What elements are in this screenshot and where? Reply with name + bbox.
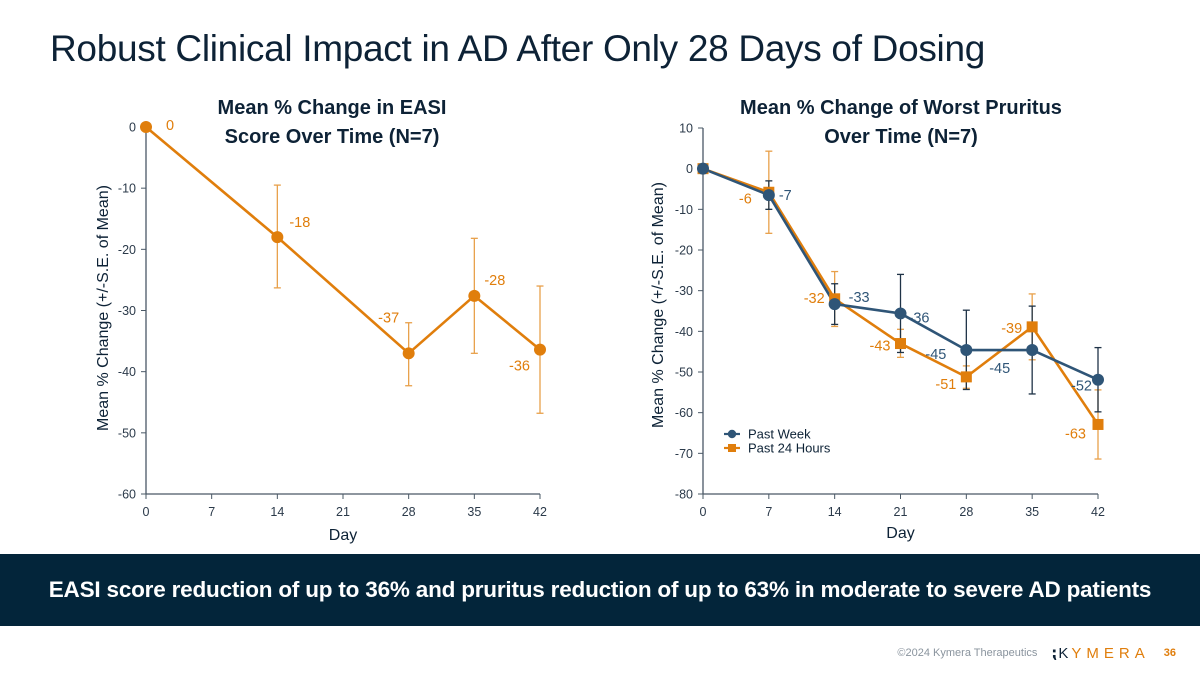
x-tick-label: 7: [208, 505, 215, 519]
data-label: -51: [935, 377, 956, 393]
y-tick-label: -60: [118, 488, 136, 502]
y-axis-label: Mean % Change (+/-S.E. of Mean): [650, 182, 667, 428]
footer: ©2024 Kymera Therapeutics ⁏ K YMERA 36: [897, 644, 1176, 663]
data-point-circle: [271, 231, 284, 244]
x-tick-label: 35: [1025, 505, 1039, 519]
data-label: -7: [779, 188, 792, 204]
data-label: -63: [1065, 426, 1086, 442]
x-tick-label: 42: [1091, 505, 1105, 519]
chart-title-line: Over Time (N=7): [824, 126, 978, 148]
data-point-circle: [697, 162, 709, 175]
x-tick-label: 0: [700, 505, 707, 519]
logo-mark-icon: ⁏: [1051, 645, 1058, 662]
data-label: -52: [1071, 379, 1092, 395]
data-point-circle: [1092, 373, 1104, 386]
y-tick-label: -10: [675, 203, 693, 217]
y-tick-label: -20: [118, 243, 136, 257]
data-label: -39: [1001, 321, 1022, 337]
data-label: -36: [909, 310, 930, 326]
x-tick-label: 7: [765, 505, 772, 519]
data-label: -6: [739, 191, 752, 207]
data-point-circle: [762, 189, 775, 202]
y-tick-label: -30: [675, 284, 693, 298]
legend-label: Past 24 Hours: [748, 441, 831, 456]
x-tick-label: 35: [467, 505, 481, 519]
x-tick-label: 28: [959, 505, 973, 519]
y-tick-label: -50: [118, 426, 136, 440]
data-label: -45: [925, 347, 946, 363]
pruritus-chart: Mean % Change of Worst Pruritus Over Time…: [650, 97, 1105, 542]
x-tick-label: 28: [402, 505, 416, 519]
x-axis-label: Day: [886, 525, 914, 542]
data-point-circle: [534, 343, 546, 356]
x-tick-label: 42: [533, 505, 547, 519]
data-label: 0: [166, 118, 174, 134]
data-point-square: [960, 371, 972, 383]
data-point-circle: [140, 121, 152, 133]
legend-marker-circle: [727, 429, 737, 439]
x-tick-label: 21: [336, 505, 350, 519]
data-label: -43: [870, 339, 891, 355]
y-tick-label: -40: [118, 365, 136, 379]
data-label: -28: [484, 273, 505, 289]
y-tick-label: -70: [675, 447, 693, 461]
page-number: 36: [1163, 647, 1176, 659]
data-label: -36: [509, 359, 530, 375]
data-label: -37: [378, 310, 399, 326]
data-point-circle: [402, 347, 415, 360]
y-tick-label: -60: [675, 406, 693, 420]
chart-title-line: Mean % Change in EASI: [218, 97, 447, 119]
banner-text: EASI score reduction of up to 36% and pr…: [48, 577, 1152, 602]
y-tick-label: 0: [686, 162, 693, 176]
y-tick-label: -80: [675, 488, 693, 502]
easi-chart: Mean % Change in EASI Score Over Time (N=…: [95, 97, 547, 544]
y-tick-label: -50: [675, 366, 693, 380]
data-point-square: [895, 338, 906, 350]
y-tick-label: -20: [675, 244, 693, 258]
y-tick-label: -10: [118, 182, 136, 196]
x-tick-label: 21: [894, 505, 908, 519]
x-tick-label: 14: [270, 505, 284, 519]
y-tick-label: -30: [118, 304, 136, 318]
copyright: ©2024 Kymera Therapeutics: [897, 647, 1038, 659]
x-tick-label: 14: [828, 505, 842, 519]
summary-banner: EASI score reduction of up to 36% and pr…: [0, 554, 1200, 626]
data-point-circle: [1026, 344, 1039, 357]
y-tick-label: 10: [679, 122, 693, 136]
y-tick-label: -40: [675, 325, 693, 339]
data-label: -33: [849, 290, 870, 306]
data-point-circle: [468, 289, 481, 302]
data-point-circle: [960, 344, 973, 357]
data-point-circle: [894, 307, 907, 320]
data-label: -18: [289, 215, 310, 231]
logo-k: K: [1058, 644, 1072, 662]
data-point-square: [1026, 321, 1038, 333]
slide-title: Robust Clinical Impact in AD After Only …: [50, 28, 986, 69]
y-tick-label: 0: [129, 121, 136, 135]
legend-label: Past Week: [748, 427, 811, 442]
x-axis-label: Day: [329, 527, 357, 544]
data-label: -45: [989, 361, 1010, 377]
y-axis-label: Mean % Change (+/-S.E. of Mean): [95, 185, 112, 431]
data-label: -32: [804, 291, 825, 307]
x-tick-label: 0: [143, 505, 150, 519]
chart-title-line: Mean % Change of Worst Pruritus: [740, 97, 1062, 119]
logo-text: YMERA: [1071, 644, 1150, 662]
data-point-square: [1092, 418, 1104, 430]
data-point-circle: [828, 298, 841, 311]
kymera-logo: ⁏ K YMERA: [1051, 644, 1150, 663]
chart-title-line: Score Over Time (N=7): [225, 126, 440, 148]
legend-marker-square: [728, 444, 736, 452]
